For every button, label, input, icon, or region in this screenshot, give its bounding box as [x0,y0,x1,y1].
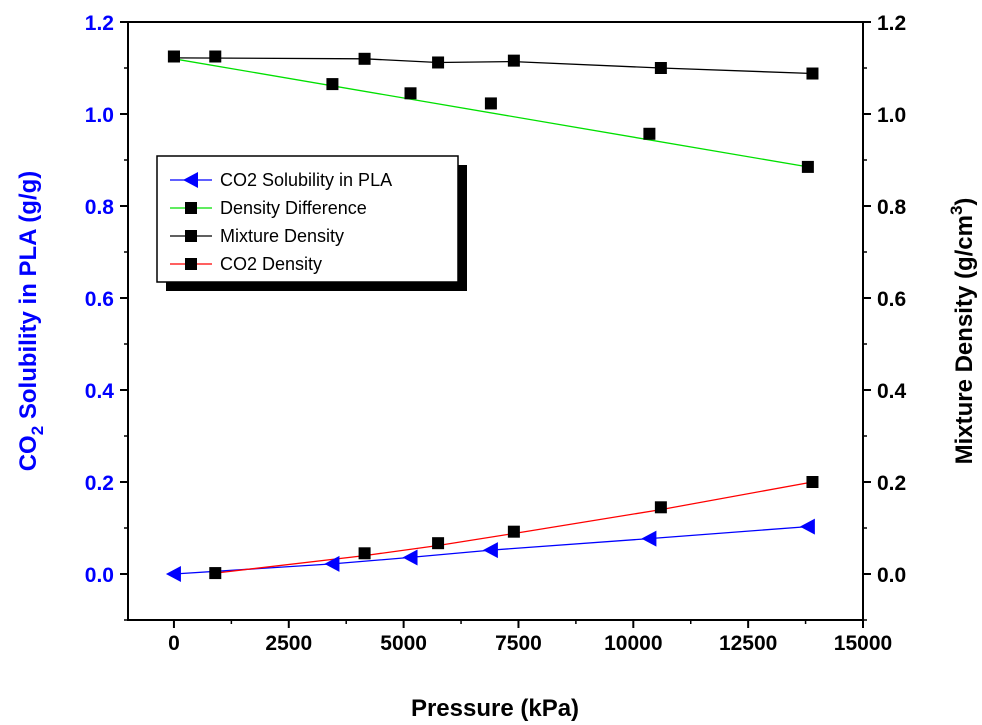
legend-swatch-marker-co2-density [185,258,197,270]
left-y-tick-label: 1.0 [85,104,114,127]
co2-solubility-in-pla-point [402,549,418,566]
mixture-density-point [209,50,222,63]
right-y-tick-label: 0.6 [877,288,906,311]
x-tick-label: 0 [168,632,180,655]
left-y-tick-label: 0.6 [85,288,114,311]
co2-solubility-in-pla-point [324,555,340,572]
left-y-tick-label: 0.0 [85,564,114,587]
x-tick-label: 7500 [495,632,542,655]
co2-solubility-in-pla-point [165,566,181,582]
legend-label-mixture-density: Mixture Density [220,226,344,246]
right-y-tick-label: 0.2 [877,472,906,495]
co2-density-point [654,501,667,514]
mixture-density-point [358,52,371,65]
right-y-tick-label: 0.4 [877,380,907,403]
x-tick-label: 15000 [834,632,892,655]
right-y-tick-label: 0.0 [877,564,906,587]
left-y-tick-label: 0.4 [85,380,115,403]
co2-solubility-in-pla-point [799,518,815,535]
legend-label-density-difference: Density Difference [220,198,367,218]
right-y-title-part-1: Mixture Density (g/cm [951,215,978,464]
legend-swatch-marker-mixture-density [185,230,197,242]
co2-density-point [806,476,819,488]
x-axis-title: Pressure (kPa) [411,695,579,722]
series-markers [165,50,819,582]
x-tick-label: 10000 [604,632,662,655]
co2-density-line [215,481,813,574]
legend-label-co2-solubility-in-pla: CO2 Solubility in PLA [220,170,392,190]
density-difference-point [404,87,417,100]
x-tick-label: 2500 [265,632,312,655]
mixture-density-line [173,57,813,75]
legend-swatch-marker-density-difference [185,202,197,214]
legend: CO2 Solubility in PLA Density Difference M… [156,155,467,291]
mixture-density-point [806,67,819,80]
density-difference-line [173,58,809,168]
left-y-axis-title: CO2 Solubility in PLA (g/g) [15,171,47,472]
density-difference-point [801,160,814,173]
series-lines [173,57,813,575]
right-y-title-part-3: ) [951,198,978,206]
legend-box [156,155,459,283]
left-y-tick-label: 1.2 [85,12,114,35]
right-y-title-superscript: 3 [947,206,966,215]
right-y-axis-title: Mixture Density (g/cm3) [947,198,978,465]
co2-solubility-in-pla-point [482,542,498,559]
co2-density-point [507,525,520,538]
mixture-density-point [507,54,520,67]
left-y-title-subscript: 2 [28,426,47,435]
co2-density-point [432,537,445,550]
right-y-tick-label: 0.8 [877,196,907,219]
left-y-title-part-1: CO [15,435,42,471]
mixture-density-point [654,62,667,74]
mixture-density-point [167,50,180,63]
right-y-tick-label: 1.0 [877,104,906,127]
legend-swatch-marker-co2-solubility-in-pla [183,172,198,188]
left-y-tick-label: 0.8 [85,196,115,219]
co2-density-point [209,567,222,580]
right-y-tick-label: 1.2 [877,12,906,35]
density-difference-point [326,78,339,91]
mixture-density-point [432,56,445,69]
left-y-tick-label: 0.2 [85,472,114,495]
x-tick-label: 12500 [719,632,777,655]
legend-label-co2-density: CO2 Density [220,254,322,274]
density-difference-point [643,127,656,140]
density-difference-point [484,97,497,110]
co2-solubility-in-pla-point [641,530,657,547]
left-y-title-part-2: Solubility in PLA (g/g) [15,171,42,426]
co2-density-point [358,547,371,560]
plot-frame [127,21,864,621]
co2-solubility-in-pla-line [173,525,808,575]
x-tick-label: 5000 [380,632,427,655]
axis-ticks: 0 2500 5000 7500 10000 12500 15000 0.0 0.2 0.4 0.6… [85,12,907,655]
